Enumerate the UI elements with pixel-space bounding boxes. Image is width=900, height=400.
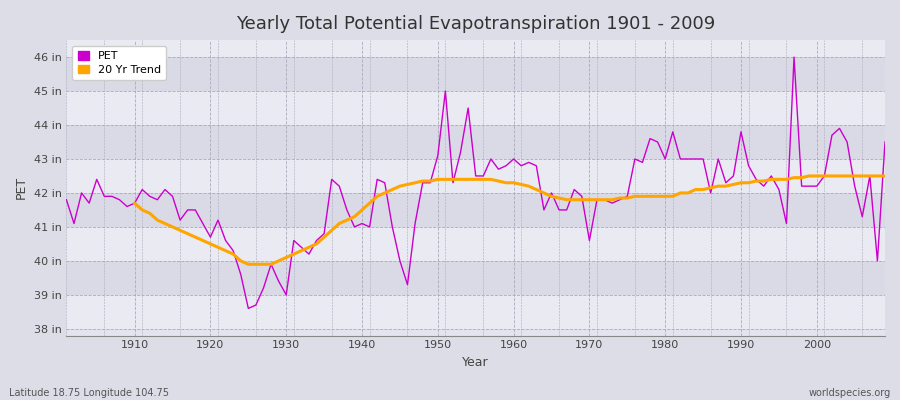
20 Yr Trend bbox=[281, 255, 292, 260]
Bar bbox=[67, 125, 885, 159]
20 Yr Trend bbox=[243, 262, 254, 267]
20 Yr Trend bbox=[311, 242, 322, 246]
20 Yr Trend bbox=[804, 174, 814, 178]
Bar bbox=[67, 91, 885, 125]
Bar bbox=[67, 23, 885, 57]
PET bbox=[508, 156, 519, 161]
20 Yr Trend bbox=[130, 201, 140, 206]
PET bbox=[879, 140, 890, 144]
Y-axis label: PET: PET bbox=[15, 176, 28, 200]
Bar bbox=[67, 261, 885, 295]
PET bbox=[788, 55, 799, 60]
20 Yr Trend bbox=[857, 174, 868, 178]
PET bbox=[122, 204, 132, 209]
Line: 20 Yr Trend: 20 Yr Trend bbox=[135, 176, 885, 264]
PET bbox=[243, 306, 254, 311]
Bar bbox=[67, 159, 885, 193]
Bar bbox=[67, 193, 885, 227]
20 Yr Trend bbox=[834, 174, 845, 178]
Legend: PET, 20 Yr Trend: PET, 20 Yr Trend bbox=[72, 46, 166, 80]
Text: Latitude 18.75 Longitude 104.75: Latitude 18.75 Longitude 104.75 bbox=[9, 388, 169, 398]
PET bbox=[296, 245, 307, 250]
PET bbox=[341, 208, 352, 212]
Text: worldspecies.org: worldspecies.org bbox=[809, 388, 891, 398]
20 Yr Trend bbox=[879, 174, 890, 178]
PET bbox=[61, 197, 72, 202]
PET bbox=[607, 201, 617, 206]
Title: Yearly Total Potential Evapotranspiration 1901 - 2009: Yearly Total Potential Evapotranspiratio… bbox=[236, 15, 716, 33]
Bar bbox=[67, 295, 885, 329]
20 Yr Trend bbox=[524, 184, 535, 188]
Bar bbox=[67, 227, 885, 261]
Line: PET: PET bbox=[67, 57, 885, 308]
PET bbox=[516, 163, 526, 168]
X-axis label: Year: Year bbox=[463, 356, 489, 369]
20 Yr Trend bbox=[584, 197, 595, 202]
Bar bbox=[67, 57, 885, 91]
